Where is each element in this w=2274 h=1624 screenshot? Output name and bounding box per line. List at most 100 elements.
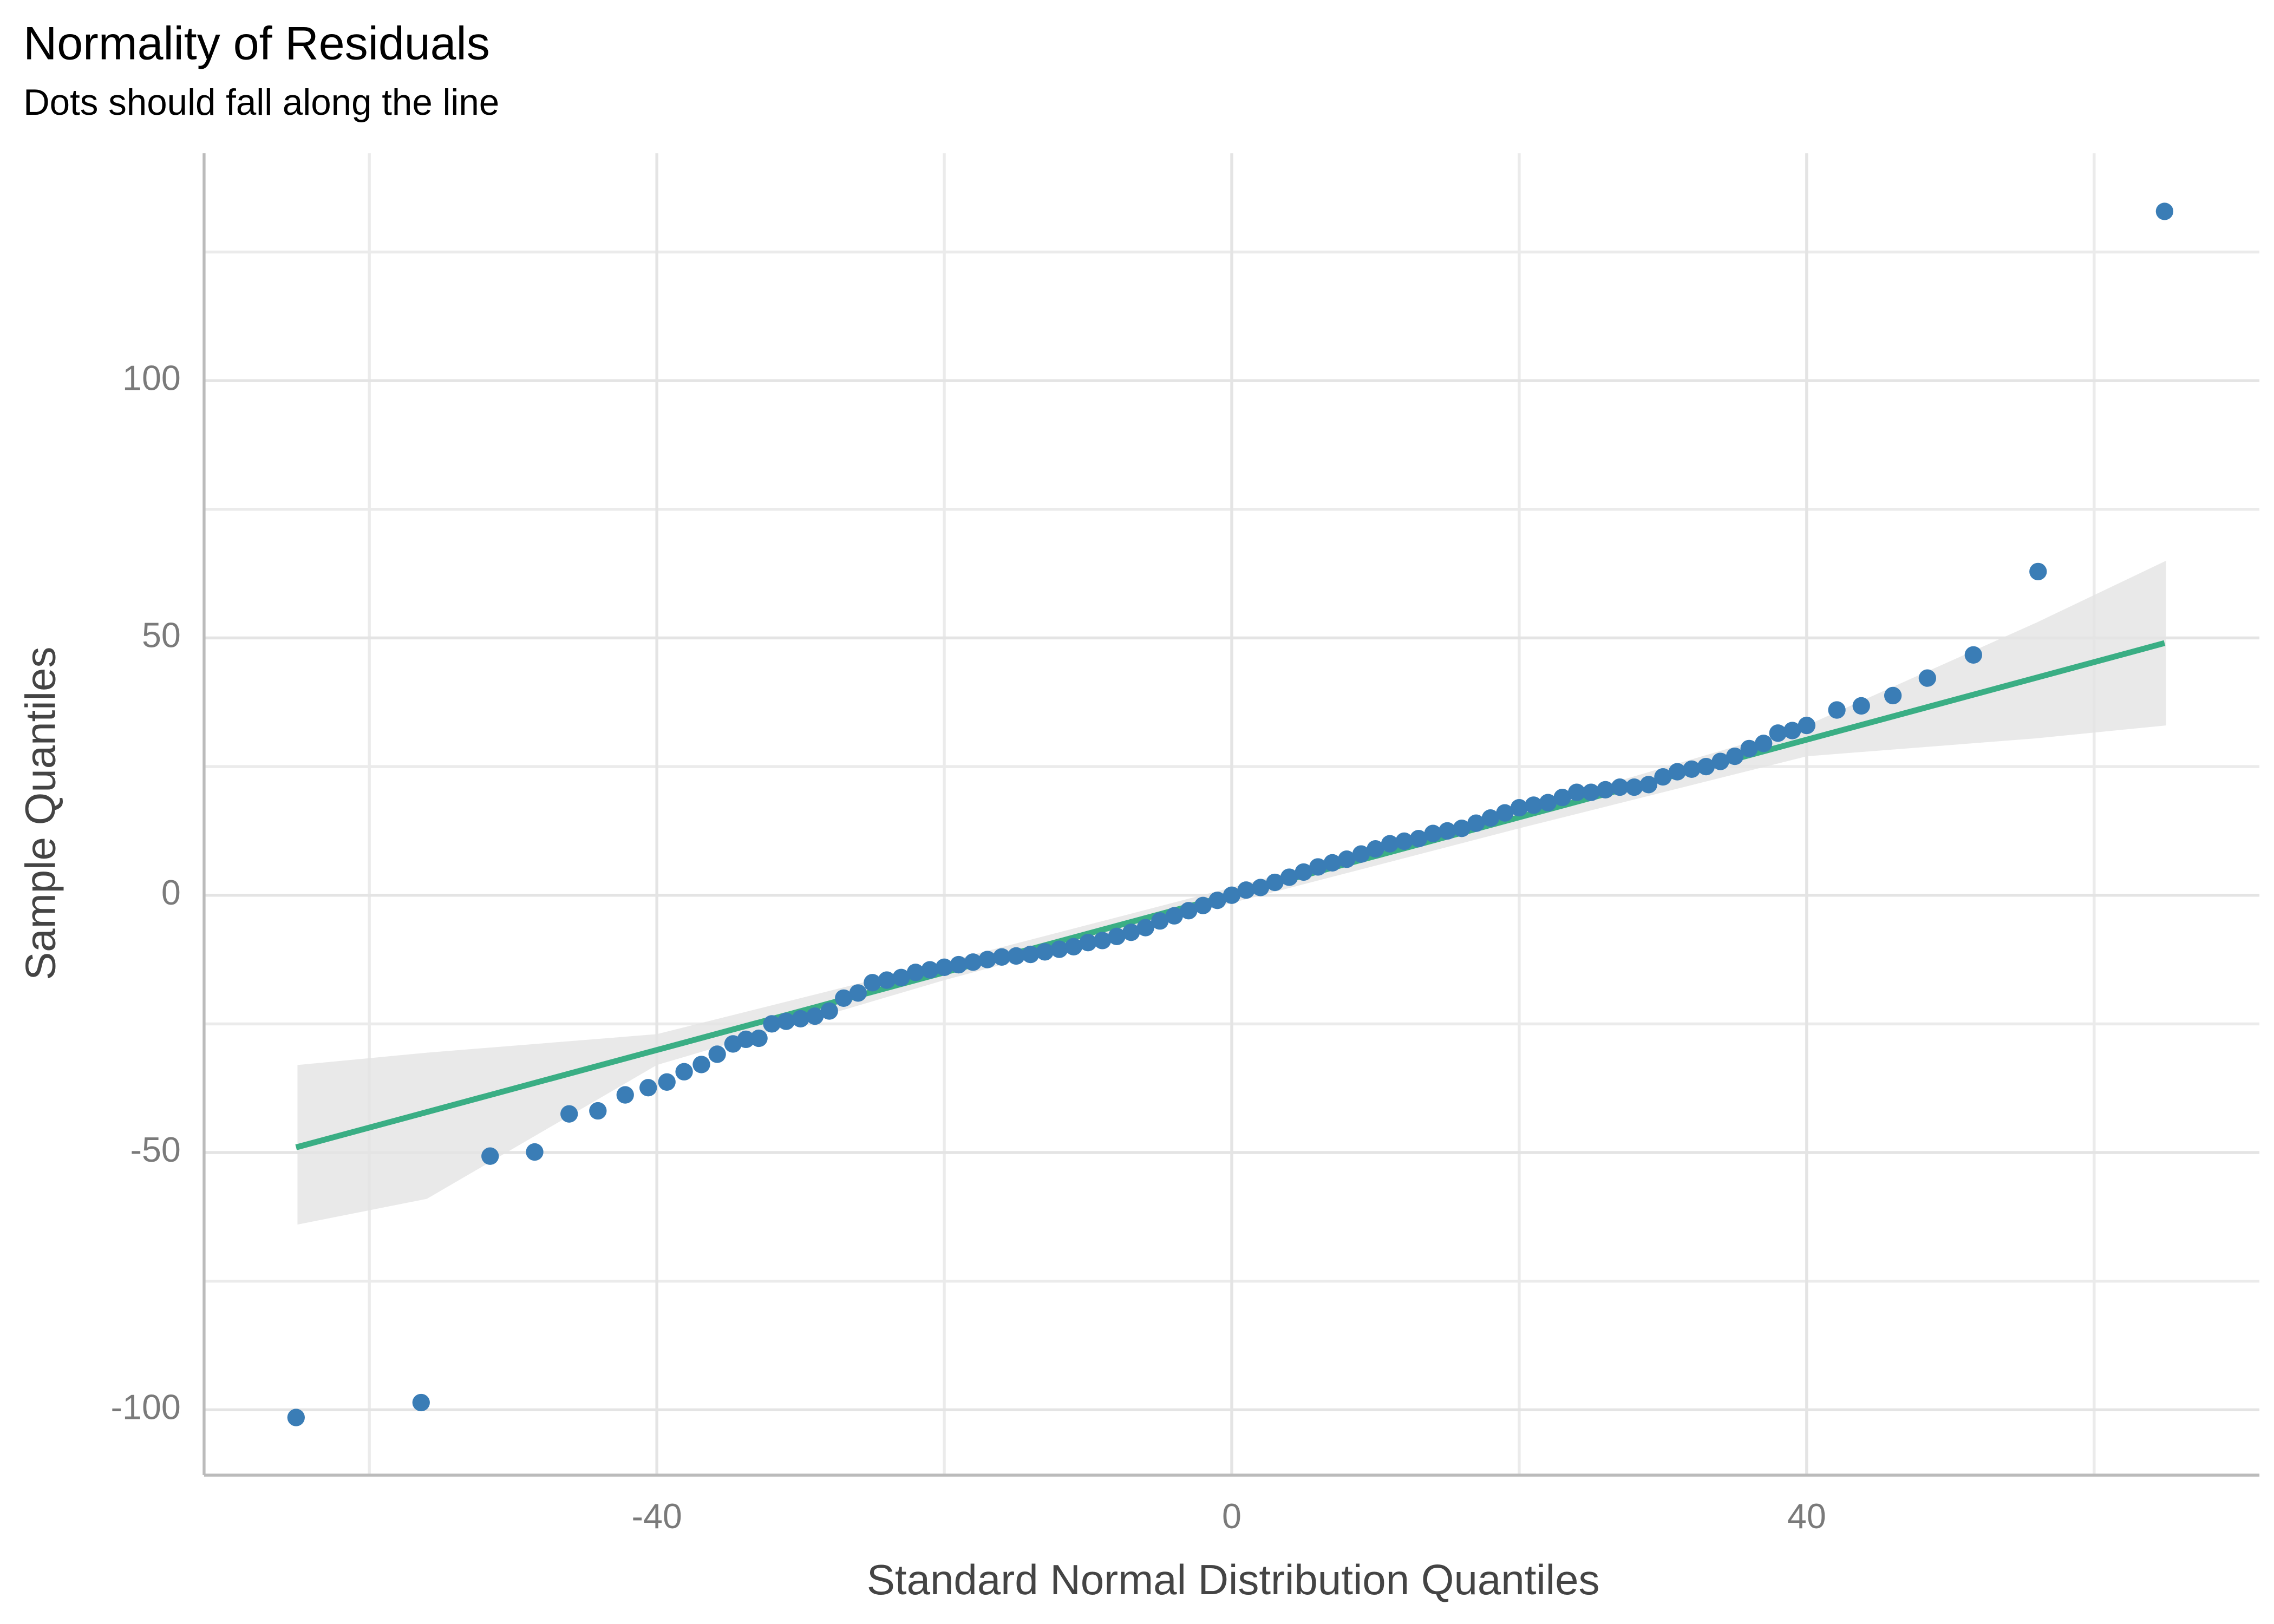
point [1237, 881, 1255, 899]
point [792, 1010, 809, 1028]
point [777, 1012, 795, 1030]
point [1022, 945, 1040, 964]
point [1964, 646, 1982, 664]
point [1367, 840, 1384, 858]
point [1223, 886, 1241, 904]
point [820, 1002, 838, 1020]
point [1668, 763, 1687, 781]
point [1496, 804, 1514, 822]
point [1424, 824, 1442, 842]
point [892, 968, 910, 986]
point [1194, 896, 1212, 914]
point [1611, 778, 1629, 796]
point [1884, 686, 1902, 705]
point [1251, 879, 1270, 896]
point [1352, 845, 1370, 863]
point [1409, 830, 1428, 848]
point [1828, 701, 1846, 719]
point [1852, 697, 1870, 715]
y-tick-label: -50 [130, 1130, 180, 1169]
chart-subtitle: Dots should fall along the line [23, 82, 499, 123]
point [1309, 858, 1327, 876]
point [1093, 932, 1112, 949]
point [1381, 835, 1399, 853]
point [1755, 735, 1773, 752]
point [978, 951, 996, 968]
point [1918, 669, 1937, 687]
point [481, 1147, 499, 1165]
point [1726, 747, 1744, 765]
point [287, 1409, 305, 1426]
point [1395, 832, 1413, 850]
point [708, 1045, 726, 1063]
point [675, 1063, 693, 1081]
point [1280, 868, 1298, 886]
point [692, 1056, 710, 1073]
point [1539, 794, 1557, 811]
point [1323, 854, 1341, 872]
chart-title: Normality of Residuals [23, 17, 490, 69]
point [2029, 562, 2047, 581]
point [412, 1393, 430, 1412]
point [964, 953, 982, 971]
point [1467, 814, 1485, 832]
point [1136, 919, 1154, 937]
point [1553, 788, 1571, 807]
point [1769, 724, 1787, 742]
point [1525, 796, 1543, 814]
x-axis-label: Standard Normal Distribution Quantiles [867, 1556, 1600, 1603]
point [1338, 850, 1356, 868]
point [1036, 943, 1054, 961]
point [1654, 768, 1672, 786]
point [1481, 809, 1499, 827]
x-tick-label: -40 [631, 1497, 682, 1536]
point [1208, 892, 1226, 909]
point [921, 961, 939, 979]
point [1798, 716, 1816, 735]
point [1783, 722, 1801, 739]
point [560, 1105, 578, 1123]
point [1151, 912, 1169, 930]
point [1180, 902, 1198, 920]
point [1567, 783, 1586, 801]
point [1625, 778, 1643, 796]
y-tick-label: 50 [142, 616, 181, 655]
y-tick-label: 0 [161, 873, 181, 912]
point [1697, 757, 1715, 776]
point [750, 1029, 768, 1047]
x-tick-label: 40 [1787, 1497, 1826, 1536]
point [1079, 934, 1097, 952]
point [658, 1073, 676, 1091]
point [616, 1086, 634, 1104]
point [878, 971, 896, 989]
point [763, 1015, 781, 1033]
point [1007, 947, 1025, 965]
point [1740, 739, 1758, 757]
point [2155, 202, 2174, 220]
point [1597, 781, 1615, 799]
point [1122, 924, 1140, 941]
point [935, 958, 953, 976]
point [737, 1030, 755, 1049]
point [849, 984, 867, 1002]
y-tick-label: 100 [122, 358, 181, 397]
point [1711, 752, 1729, 770]
point [1165, 907, 1183, 925]
point [950, 955, 968, 974]
point [806, 1007, 824, 1025]
point [864, 974, 881, 992]
point [639, 1079, 657, 1097]
point [906, 964, 925, 981]
y-axis-label: Sample Quantiles [16, 647, 64, 980]
point [1266, 873, 1284, 892]
x-tick-label: 0 [1222, 1497, 1241, 1536]
point [1510, 799, 1528, 817]
point [1639, 776, 1658, 794]
point [1050, 940, 1068, 958]
point [1108, 927, 1126, 945]
point [589, 1102, 607, 1120]
point [993, 948, 1011, 966]
point [526, 1143, 544, 1161]
point [1439, 822, 1456, 840]
